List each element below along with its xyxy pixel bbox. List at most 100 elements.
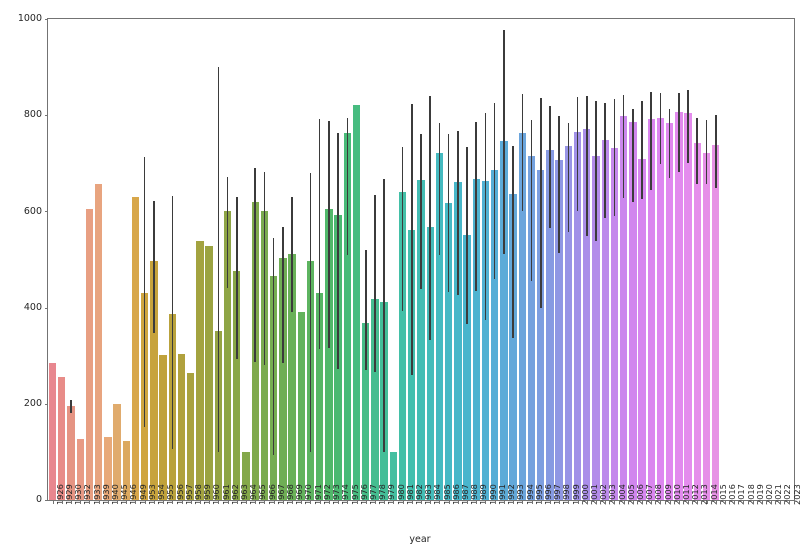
bar[interactable]: [67, 405, 75, 500]
bar[interactable]: [242, 452, 250, 500]
x-axis-tick-mark: [107, 500, 109, 504]
x-axis-tick-mark: [310, 500, 312, 504]
bar[interactable]: [352, 105, 361, 500]
bar[interactable]: [426, 227, 434, 500]
bar[interactable]: [546, 150, 554, 500]
bar[interactable]: [610, 147, 619, 500]
error-bar: [429, 95, 431, 340]
bar[interactable]: [638, 158, 646, 500]
bar[interactable]: [472, 178, 480, 500]
x-axis-tick-mark: [715, 500, 717, 504]
bar[interactable]: [398, 192, 407, 500]
bar[interactable]: [675, 112, 683, 500]
y-axis-tick-label: 600: [23, 205, 42, 217]
bar[interactable]: [362, 323, 370, 500]
bar[interactable]: [233, 271, 241, 500]
bar[interactable]: [454, 181, 462, 500]
error-bar: [282, 226, 284, 363]
bar[interactable]: [481, 181, 490, 500]
bar[interactable]: [500, 140, 508, 500]
bar[interactable]: [702, 153, 711, 500]
x-axis-tick-mark: [181, 500, 183, 504]
bar[interactable]: [389, 452, 398, 500]
bar[interactable]: [316, 292, 324, 500]
error-bar: [567, 123, 570, 233]
x-axis-tick-mark: [513, 500, 515, 504]
error-bar: [457, 130, 459, 295]
bar[interactable]: [444, 203, 453, 500]
bar[interactable]: [196, 240, 204, 500]
bar[interactable]: [509, 194, 517, 500]
bar[interactable]: [205, 245, 213, 500]
bar[interactable]: [693, 142, 701, 500]
bar[interactable]: [629, 121, 637, 500]
bar[interactable]: [76, 438, 84, 500]
bar[interactable]: [343, 133, 351, 500]
bar[interactable]: [371, 298, 379, 500]
x-axis-tick-mark: [52, 500, 54, 504]
bar[interactable]: [177, 354, 186, 500]
bar[interactable]: [435, 152, 444, 500]
bar[interactable]: [583, 129, 591, 500]
bar[interactable]: [159, 354, 167, 500]
x-axis-tick-mark: [522, 500, 524, 504]
bar[interactable]: [223, 210, 232, 500]
bar[interactable]: [555, 159, 563, 500]
x-axis-tick-mark: [209, 500, 211, 504]
x-axis-tick-mark: [623, 500, 625, 504]
x-axis-tick-mark: [660, 500, 662, 504]
x-axis-tick-mark: [724, 500, 726, 504]
y-axis-tick-mark: [44, 403, 48, 405]
bar[interactable]: [573, 131, 582, 500]
bar[interactable]: [150, 260, 158, 500]
x-axis-tick-mark: [743, 500, 745, 504]
error-bar: [705, 120, 708, 184]
error-bar: [374, 194, 376, 372]
y-axis-tick-mark: [44, 500, 48, 501]
bar[interactable]: [656, 117, 665, 500]
bar[interactable]: [537, 169, 545, 500]
x-axis-tick-mark: [752, 500, 754, 504]
x-axis-tick-mark: [273, 500, 275, 504]
y-axis-tick-label: 800: [23, 109, 42, 121]
error-bar: [447, 133, 450, 293]
bar[interactable]: [592, 155, 600, 500]
x-axis-tick-mark: [476, 500, 478, 504]
x-axis-tick-mark: [411, 500, 413, 504]
error-bar: [650, 91, 653, 190]
error-bar: [521, 93, 524, 211]
x-axis-tick-mark: [384, 500, 386, 504]
bar[interactable]: [297, 312, 305, 500]
bar[interactable]: [665, 122, 674, 500]
bar[interactable]: [48, 362, 57, 500]
x-axis-tick-mark: [98, 500, 100, 504]
bar[interactable]: [712, 145, 720, 500]
bar[interactable]: [619, 116, 628, 500]
bar[interactable]: [104, 437, 112, 500]
bar[interactable]: [463, 234, 471, 500]
bar[interactable]: [564, 146, 573, 500]
error-bar: [475, 121, 478, 292]
bar[interactable]: [527, 155, 536, 500]
bar[interactable]: [518, 132, 526, 500]
error-bar: [438, 123, 441, 255]
y-axis-tick-label: 0: [35, 494, 42, 506]
bar[interactable]: [490, 170, 499, 500]
bar[interactable]: [279, 258, 287, 500]
bar[interactable]: [58, 377, 66, 500]
bar[interactable]: [288, 253, 296, 500]
bar[interactable]: [684, 112, 692, 500]
bar[interactable]: [85, 209, 94, 500]
bar[interactable]: [325, 209, 333, 500]
x-axis-tick-mark: [614, 500, 616, 504]
x-axis-tick-mark: [734, 500, 736, 504]
bar[interactable]: [122, 441, 130, 500]
bar[interactable]: [187, 373, 195, 500]
bar[interactable]: [601, 140, 609, 500]
bar[interactable]: [417, 179, 425, 500]
bar[interactable]: [131, 196, 140, 500]
bar[interactable]: [94, 183, 103, 500]
bar[interactable]: [113, 404, 121, 500]
bar[interactable]: [647, 118, 655, 500]
x-axis-tick-mark: [319, 500, 321, 504]
